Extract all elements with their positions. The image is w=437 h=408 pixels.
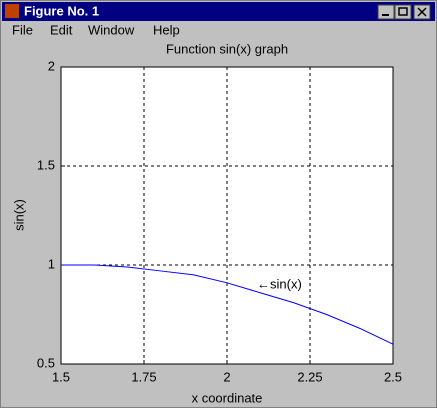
maximize-icon <box>398 7 408 16</box>
x-tick-label: 1.75 <box>131 369 156 384</box>
window-buttons[interactable] <box>377 4 431 20</box>
window-title: Figure No. 1 <box>24 3 99 18</box>
close-icon <box>417 7 427 17</box>
maximize-button[interactable] <box>394 4 412 20</box>
x-tick-label: 2.25 <box>297 369 322 384</box>
y-tick-label: 1 <box>48 256 55 271</box>
title-bar <box>2 2 435 21</box>
y-axis-label: sin(x) <box>11 199 26 231</box>
axes-box <box>60 66 394 365</box>
x-tick-label: 2.5 <box>384 369 402 384</box>
y-tick-label: 0.5 <box>37 355 55 370</box>
menu-item[interactable]: Edit <box>50 22 73 37</box>
minimize-button[interactable] <box>377 4 395 20</box>
chart-title: Function sin(x) graph <box>166 41 288 56</box>
menu-item[interactable]: Help <box>153 22 180 37</box>
y-tick-label: 2 <box>48 58 55 73</box>
x-tick-label: 2 <box>223 369 230 384</box>
x-tick-label: 1.5 <box>52 369 70 384</box>
data-line <box>61 264 394 345</box>
y-tick-label: 1.5 <box>37 157 55 172</box>
app-icon <box>5 4 19 18</box>
menu-item[interactable]: File <box>12 22 33 37</box>
x-axis-label: x coordinate <box>192 390 263 405</box>
annotation: ←sin(x) <box>257 276 302 291</box>
menu-item[interactable]: Window <box>88 22 135 37</box>
